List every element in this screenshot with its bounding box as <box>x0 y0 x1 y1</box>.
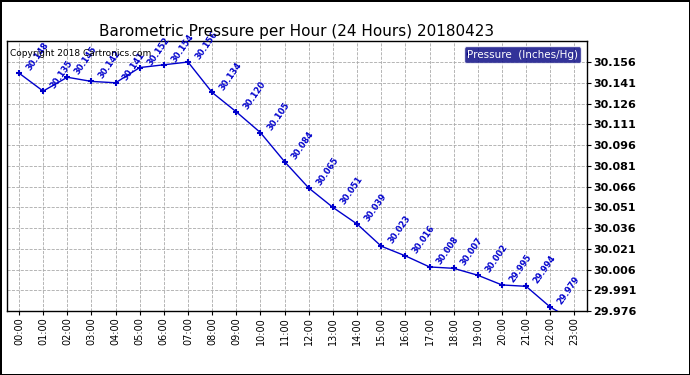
Text: 29.994: 29.994 <box>532 254 558 285</box>
Text: Copyright 2018 Cartronics.com: Copyright 2018 Cartronics.com <box>10 50 151 58</box>
Text: 30.141: 30.141 <box>121 50 147 82</box>
Text: 30.152: 30.152 <box>146 35 171 67</box>
Text: 30.156: 30.156 <box>194 30 219 61</box>
Text: 29.995: 29.995 <box>508 253 533 284</box>
Text: 30.023: 30.023 <box>387 214 413 245</box>
Text: 30.135: 30.135 <box>49 59 75 90</box>
Text: 30.039: 30.039 <box>363 192 388 223</box>
Title: Barometric Pressure per Hour (24 Hours) 20180423: Barometric Pressure per Hour (24 Hours) … <box>99 24 494 39</box>
Text: 30.007: 30.007 <box>460 236 485 267</box>
Text: 30.134: 30.134 <box>218 60 244 92</box>
Text: 30.105: 30.105 <box>266 100 292 132</box>
Text: 29.979: 29.979 <box>556 275 582 306</box>
Text: 30.002: 30.002 <box>484 243 509 274</box>
Text: 30.016: 30.016 <box>411 224 437 255</box>
Legend: Pressure  (Inches/Hg): Pressure (Inches/Hg) <box>464 46 581 63</box>
Text: 30.145: 30.145 <box>73 45 99 76</box>
Text: 30.142: 30.142 <box>97 49 123 81</box>
Text: 30.120: 30.120 <box>242 80 268 111</box>
Text: 30.148: 30.148 <box>25 41 50 72</box>
Text: 30.154: 30.154 <box>170 32 195 64</box>
Text: 30.051: 30.051 <box>339 175 364 207</box>
Text: 30.084: 30.084 <box>290 129 316 161</box>
Text: 29.969: 29.969 <box>0 374 1 375</box>
Text: 30.008: 30.008 <box>435 235 461 266</box>
Text: 30.065: 30.065 <box>315 156 340 187</box>
